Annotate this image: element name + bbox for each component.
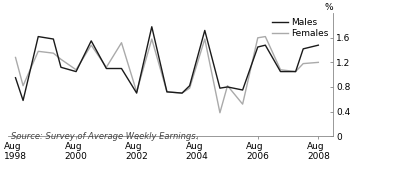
Males (104, 67, 109, 70)
Males (202, 29, 207, 32)
Females (89, 44, 94, 46)
Males (278, 70, 283, 73)
Males (293, 70, 298, 73)
Females (202, 38, 207, 40)
Males (89, 40, 94, 42)
Females (36, 50, 40, 53)
Females (58, 58, 63, 60)
Text: %: % (325, 3, 333, 12)
Line: Males: Males (15, 27, 318, 101)
Males (187, 85, 192, 87)
Males (164, 91, 169, 93)
Females (180, 92, 185, 94)
Text: Source: Survey of Average Weekly Earnings.: Source: Survey of Average Weekly Earning… (11, 132, 198, 141)
Females (21, 85, 25, 87)
Females (134, 91, 139, 93)
Females (293, 70, 298, 73)
Males (21, 99, 25, 102)
Females (255, 37, 260, 39)
Females (263, 36, 268, 38)
Males (58, 66, 63, 68)
Males (218, 87, 222, 89)
Males (51, 38, 56, 40)
Females (164, 91, 169, 93)
Females (13, 56, 18, 59)
Males (255, 46, 260, 48)
Males (74, 70, 79, 73)
Females (240, 103, 245, 105)
Males (119, 67, 124, 70)
Females (187, 87, 192, 89)
Females (225, 85, 230, 87)
Females (278, 69, 283, 71)
Females (74, 69, 79, 71)
Males (263, 44, 268, 46)
Females (218, 112, 222, 114)
Females (51, 52, 56, 54)
Line: Females: Females (15, 37, 318, 113)
Females (316, 61, 321, 64)
Males (316, 44, 321, 46)
Males (134, 92, 139, 94)
Males (36, 36, 40, 38)
Males (225, 86, 230, 88)
Females (301, 62, 306, 65)
Females (104, 66, 109, 68)
Females (119, 42, 124, 44)
Males (149, 26, 154, 28)
Males (13, 77, 18, 79)
Legend: Males, Females: Males, Females (272, 18, 329, 38)
Females (149, 38, 154, 40)
Males (180, 92, 185, 94)
Males (301, 48, 306, 50)
Males (240, 89, 245, 91)
